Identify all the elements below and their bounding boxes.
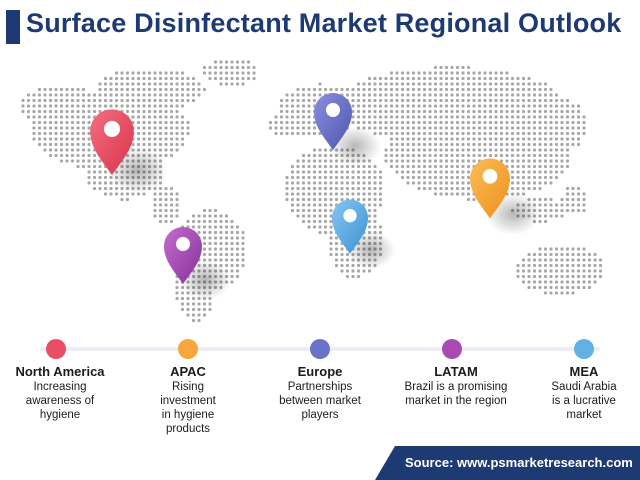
region-name: LATAM (434, 364, 478, 379)
source-text: Source: www.psmarketresearch.com (405, 455, 633, 470)
desc-line: Brazil is a promising (404, 381, 508, 393)
desc-line: awareness of (25, 395, 95, 407)
region-name: Europe (297, 364, 343, 379)
desc-line: between market (279, 395, 361, 407)
apac-pin (470, 158, 541, 236)
apac-dot (178, 339, 198, 359)
region-apac: APAC Rising investment in hygiene produc… (128, 364, 248, 436)
pin-body (164, 227, 202, 284)
desc-line: Partnerships (287, 381, 353, 393)
region-name: MEA (569, 364, 599, 379)
pin-body (314, 93, 352, 150)
map-dot-pattern (21, 60, 603, 323)
region-name: North America (15, 364, 105, 379)
mea-pin (331, 199, 396, 269)
pin-hole (482, 168, 498, 184)
europe-dot (310, 339, 330, 359)
desc-line: Saudi Arabia (551, 381, 617, 393)
latam-pin (164, 227, 231, 300)
source-banner: Source: www.psmarketresearch.com (375, 446, 640, 480)
region-latam: LATAM Brazil is a promising market in th… (386, 364, 526, 408)
desc-line: products (165, 423, 211, 435)
pin-hole (343, 209, 357, 223)
desc-line: Rising (172, 381, 204, 393)
region-description: Brazil is a promising market in the regi… (386, 380, 526, 408)
pin-body (90, 109, 134, 175)
pin-body (331, 199, 369, 254)
desc-line: hygiene (39, 409, 81, 421)
desc-line: in hygiene (161, 409, 215, 421)
region-name: APAC (170, 364, 206, 379)
region-description: Rising investment in hygiene products (128, 380, 248, 436)
region-description: Partnerships between market players (260, 380, 380, 422)
region-mea: MEA Saudi Arabia is a lucrative market (524, 364, 640, 422)
region-description: Saudi Arabia is a lucrative market (524, 380, 640, 422)
desc-line: market in the region (405, 395, 507, 407)
north-america-pin (90, 109, 168, 194)
pin-hole (326, 103, 340, 117)
pin-body (470, 158, 510, 219)
desc-line: players (301, 409, 339, 421)
latam-dot (442, 339, 462, 359)
pin-hole (103, 120, 121, 137)
page-title: Surface Disinfectant Market Regional Out… (26, 8, 622, 38)
region-north-america: North America Increasing awareness of hy… (0, 364, 120, 422)
region-description: Increasing awareness of hygiene (0, 380, 120, 422)
pin-hole (176, 237, 190, 251)
mea-dot (574, 339, 594, 359)
title-accent-bar (6, 10, 20, 44)
desc-line: investment (160, 395, 216, 407)
region-europe: Europe Partnerships between market playe… (260, 364, 380, 422)
desc-line: is a lucrative (552, 395, 616, 407)
world-map (21, 60, 603, 323)
europe-pin (314, 93, 381, 166)
desc-line: market (566, 409, 602, 421)
north-america-dot (46, 339, 66, 359)
desc-line: Increasing (33, 381, 87, 393)
